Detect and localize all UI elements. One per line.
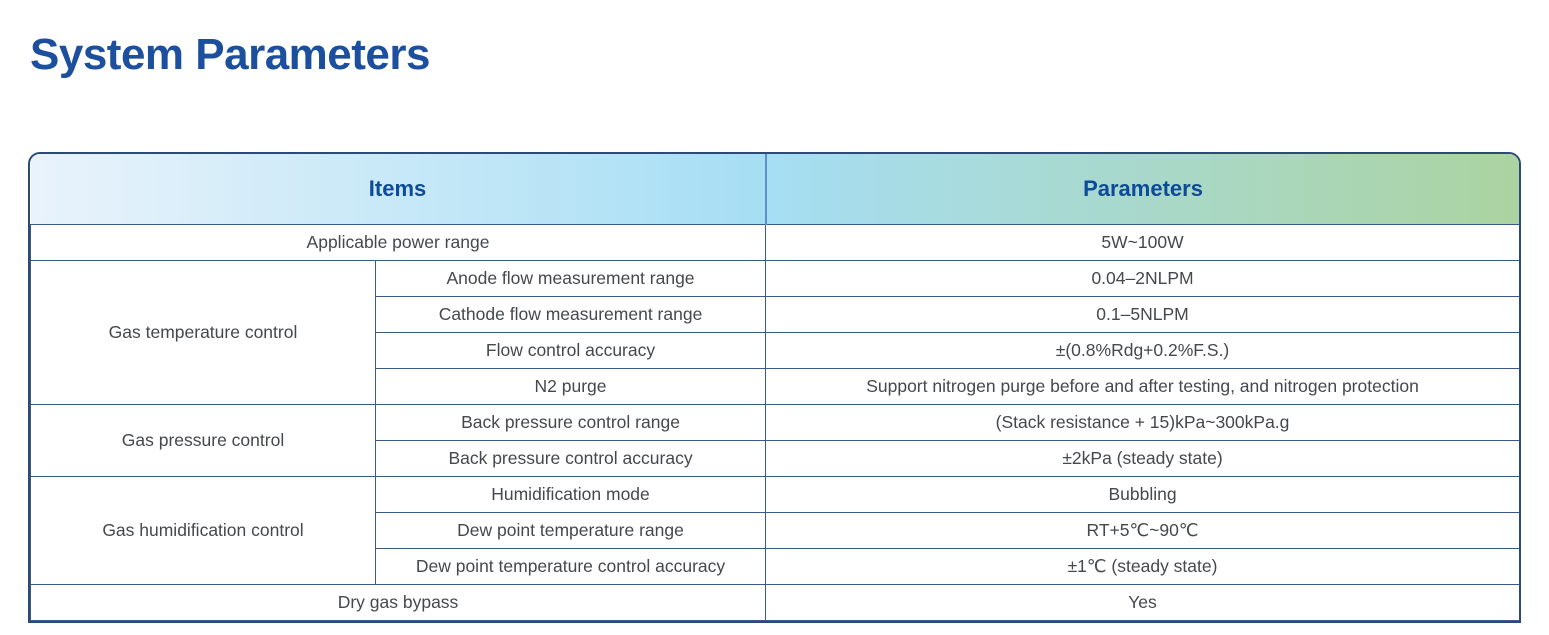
item-cell: Anode flow measurement range [374,259,767,297]
table-row: Dew point temperature control accuracy ±… [31,547,1519,585]
item-cell: Flow control accuracy [374,331,767,369]
table-row: Cathode flow measurement range 0.1–5NLPM [31,295,1519,333]
table-row: Flow control accuracy ±(0.8%Rdg+0.2%F.S.… [31,331,1519,369]
item-cell: Cathode flow measurement range [374,295,767,333]
group-cell: Gas pressure control [30,403,376,477]
item-cell: N2 purge [374,367,767,405]
table-row: N2 purge Support nitrogen purge before a… [31,367,1519,405]
item-cell: Humidification mode [374,475,767,513]
item-cell: Applicable power range [30,223,767,261]
group-cell: Gas humidification control [30,475,376,585]
item-cell: Dew point temperature range [374,511,767,549]
table-row: Gas temperature control Anode flow measu… [30,259,1519,405]
item-cell: Back pressure control accuracy [374,439,767,477]
parameter-cell: 0.04–2NLPM [765,259,1519,297]
item-cell: Dew point temperature control accuracy [374,547,767,585]
parameter-cell: ±2kPa (steady state) [765,439,1519,477]
parameter-cell: Bubbling [765,475,1519,513]
parameter-cell: 5W~100W [765,223,1519,261]
col-header-items: Items [368,175,427,201]
spec-table: Items Parameters Applicable power range … [30,154,1519,621]
system-parameters-table: Items Parameters Applicable power range … [28,152,1521,623]
table-row: Gas pressure control Back pressure contr… [30,403,1519,477]
table-header-row: Items Parameters [30,154,1519,224]
parameter-cell: 0.1–5NLPM [765,295,1519,333]
table-row: Back pressure control accuracy ±2kPa (st… [31,439,1519,477]
parameter-cell: ±(0.8%Rdg+0.2%F.S.) [765,331,1519,369]
parameter-cell: Yes [765,583,1519,621]
parameter-cell: Support nitrogen purge before and after … [765,367,1519,405]
group-cell: Gas temperature control [30,259,376,405]
col-header-parameters: Parameters [764,154,1519,224]
parameter-cell: RT+5℃~90℃ [765,511,1519,549]
table-row: Gas humidification control Humidificatio… [30,475,1519,585]
table-row: Dry gas bypass Yes [30,583,1519,621]
table-row: Dew point temperature range RT+5℃~90℃ [31,511,1519,549]
parameter-cell: ±1℃ (steady state) [765,547,1519,585]
parameter-cell: (Stack resistance + 15)kPa~300kPa.g [765,403,1519,441]
item-cell: Back pressure control range [374,403,767,441]
table-row: Applicable power range 5W~100W [30,223,1519,261]
item-cell: Dry gas bypass [30,583,767,621]
page-title: System Parameters [30,30,430,79]
